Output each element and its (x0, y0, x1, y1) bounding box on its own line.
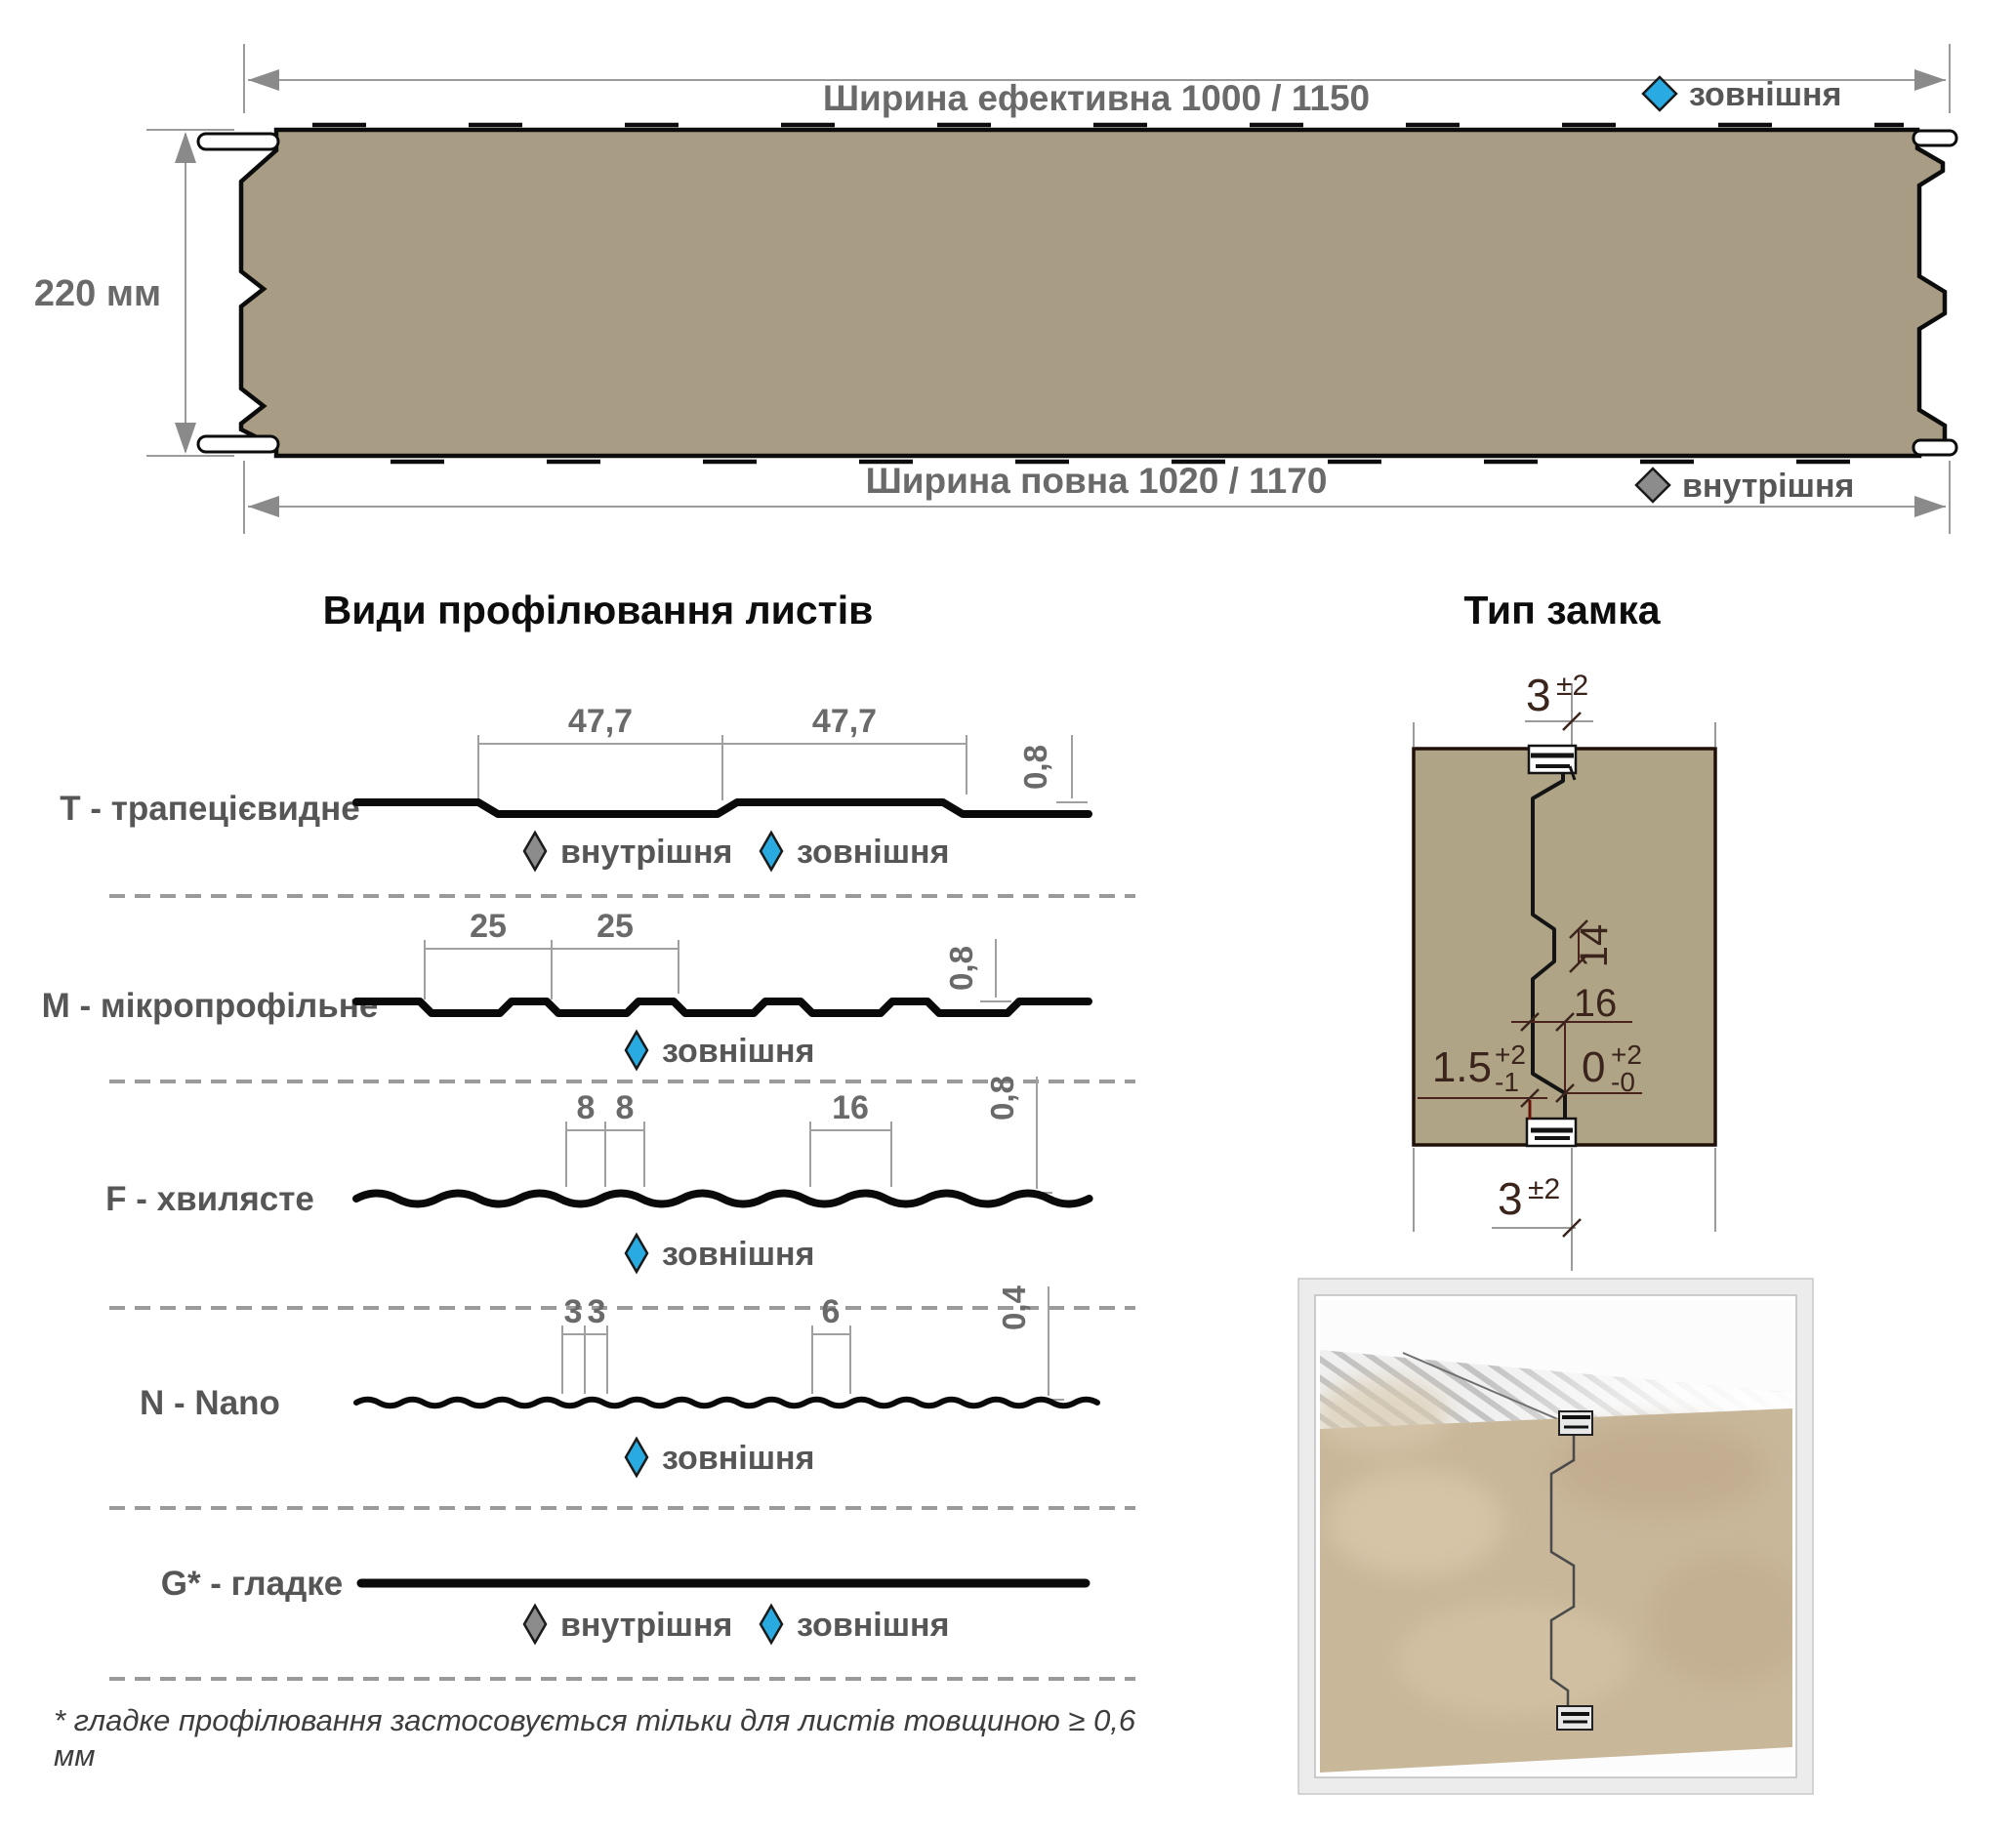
profile-f-legend-outer: зовнішня (662, 1236, 814, 1273)
profile-row-t: T - трапецієвидне 47,7 47,7 0,8 внутрішн… (60, 703, 1135, 898)
legend-inner-label: внутрішня (1682, 468, 1854, 505)
panel-body (238, 127, 1948, 459)
legend-outer-label: зовнішня (1689, 76, 1841, 113)
lock-dim-15-sub: -1 (1495, 1067, 1519, 1097)
profile-row-m: M - мікропрофільне 25 25 0,8 зовнішня (42, 908, 1135, 1083)
profile-f-dim1: 8 (577, 1089, 596, 1126)
profile-n-dim2: 3 (588, 1293, 606, 1330)
dimension-lines-bottom (243, 461, 1951, 534)
profile-f-thickness: 0,8 (984, 1076, 1020, 1121)
lock-section-title: Тип замка (1463, 588, 1661, 632)
arrowheads-top (248, 69, 1946, 91)
lock-joint-line (1531, 773, 1567, 1122)
outer-diamond-icon (624, 1232, 649, 1275)
inner-diamond-icon (1634, 467, 1671, 504)
outer-diamond-icon (624, 1029, 649, 1072)
arrowheads-bottom (248, 496, 1946, 517)
lock-dim-0: 0 (1582, 1043, 1605, 1091)
profile-f-dim-lines (565, 1077, 1052, 1194)
profile-m-line (352, 998, 1092, 1017)
profile-row-g: G* - гладке внутрішня зовнішня (109, 1565, 1135, 1681)
arrowheads-height (175, 132, 196, 454)
profile-row-n: N - Nano 3 3 6 0,4 зовнішня (109, 1284, 1135, 1510)
profile-m-dim2: 25 (597, 908, 634, 945)
profiles-section-title: Види профілювання листів (322, 588, 874, 632)
profile-m-thickness: 0,8 (943, 946, 979, 991)
inner-diamond-icon (522, 1603, 548, 1646)
profile-n-legend-outer: зовнішня (662, 1440, 814, 1477)
profile-n-label: N - Nano (140, 1384, 280, 1422)
profile-t-legend-inner: внутрішня (560, 834, 732, 871)
lock-top-tol: ±2 (1556, 670, 1588, 702)
lock-top-dim: 3 (1526, 670, 1551, 720)
width-full-label: Ширина повна 1020 / 1170 (866, 461, 1328, 501)
outer-diamond-icon (759, 1603, 784, 1646)
profile-m-dim1: 25 (470, 908, 507, 945)
profile-types-diagram: T - трапецієвидне 47,7 47,7 0,8 внутрішн… (42, 703, 1135, 1681)
lock-bottom-tol: ±2 (1528, 1173, 1560, 1205)
profile-t-dim2: 47,7 (812, 703, 877, 740)
profile-t-thickness: 0,8 (1017, 745, 1053, 790)
profile-f-line (352, 1189, 1093, 1208)
profile-m-dim-lines (424, 939, 1011, 1002)
photo-top-clip (1558, 1410, 1593, 1436)
photo-bottom-clip (1556, 1705, 1593, 1731)
lock-type-drawing: 3 ±2 14 16 1.5 +2 -1 0 +2 -0 3 ±2 (1412, 670, 1717, 1271)
profile-t-label: T - трапецієвидне (60, 790, 360, 828)
panel-height-label: 220 мм (34, 273, 161, 314)
outer-diamond-icon (1641, 75, 1678, 112)
profile-n-thickness: 0,4 (996, 1284, 1032, 1330)
lock-guide-lines (1413, 683, 1716, 1271)
outer-diamond-icon (624, 1436, 649, 1479)
lock-dim-ticks (1520, 712, 1588, 1238)
dimension-lines-height (146, 129, 234, 457)
profile-f-dim2: 8 (616, 1089, 635, 1126)
profile-m-label: M - мікропрофільне (42, 987, 379, 1025)
profile-f-label: F - хвилясте (105, 1180, 314, 1218)
lock-top-clip (1527, 744, 1578, 781)
profile-t-dim1: 47,7 (568, 703, 633, 740)
profile-g-label: G* - гладке (161, 1565, 344, 1603)
photo-content (1320, 1300, 1792, 1773)
profile-g-legend-outer: зовнішня (797, 1607, 949, 1644)
lock-dim-0-sub: -0 (1611, 1067, 1635, 1097)
profile-t-legend-outer: зовнішня (797, 834, 949, 871)
joint-3d-photo (1297, 1278, 1814, 1795)
lock-dim-15-sup: +2 (1495, 1040, 1526, 1070)
profile-n-dim3: 6 (822, 1293, 841, 1330)
footnote: * гладке профілювання застосовується тіл… (54, 1703, 1136, 1773)
width-effective-label: Ширина ефективна 1000 / 1150 (823, 78, 1370, 118)
profile-n-dim-lines (561, 1286, 1064, 1401)
lock-dim-15: 1.5 (1432, 1043, 1492, 1091)
lock-dim-14: 14 (1573, 924, 1616, 968)
profile-n-dim1: 3 (564, 1293, 583, 1330)
lock-bottom-dim: 3 (1498, 1173, 1523, 1224)
profile-t-dim-lines (477, 735, 1088, 803)
inner-diamond-icon (522, 830, 548, 873)
outer-diamond-icon (759, 830, 784, 873)
face-profiling-dashes (293, 122, 1904, 465)
profile-f-dim3: 16 (832, 1089, 869, 1126)
profile-m-legend-outer: зовнішня (662, 1033, 814, 1070)
profile-n-line (353, 1396, 1100, 1409)
profile-row-f: F - хвилясте 8 8 16 0,8 зовнішня (105, 1076, 1135, 1310)
panel-lock-clips (196, 129, 1958, 457)
lock-dim-16: 16 (1574, 982, 1618, 1025)
profile-g-legend-inner: внутрішня (560, 1607, 732, 1644)
lock-dim-0-sup: +2 (1611, 1040, 1642, 1070)
panel-cross-section-diagram: Ширина ефективна 1000 / 1150 зовнішня (34, 44, 1958, 534)
profile-t-line (352, 798, 1092, 818)
lock-bottom-clip (1525, 1117, 1578, 1148)
